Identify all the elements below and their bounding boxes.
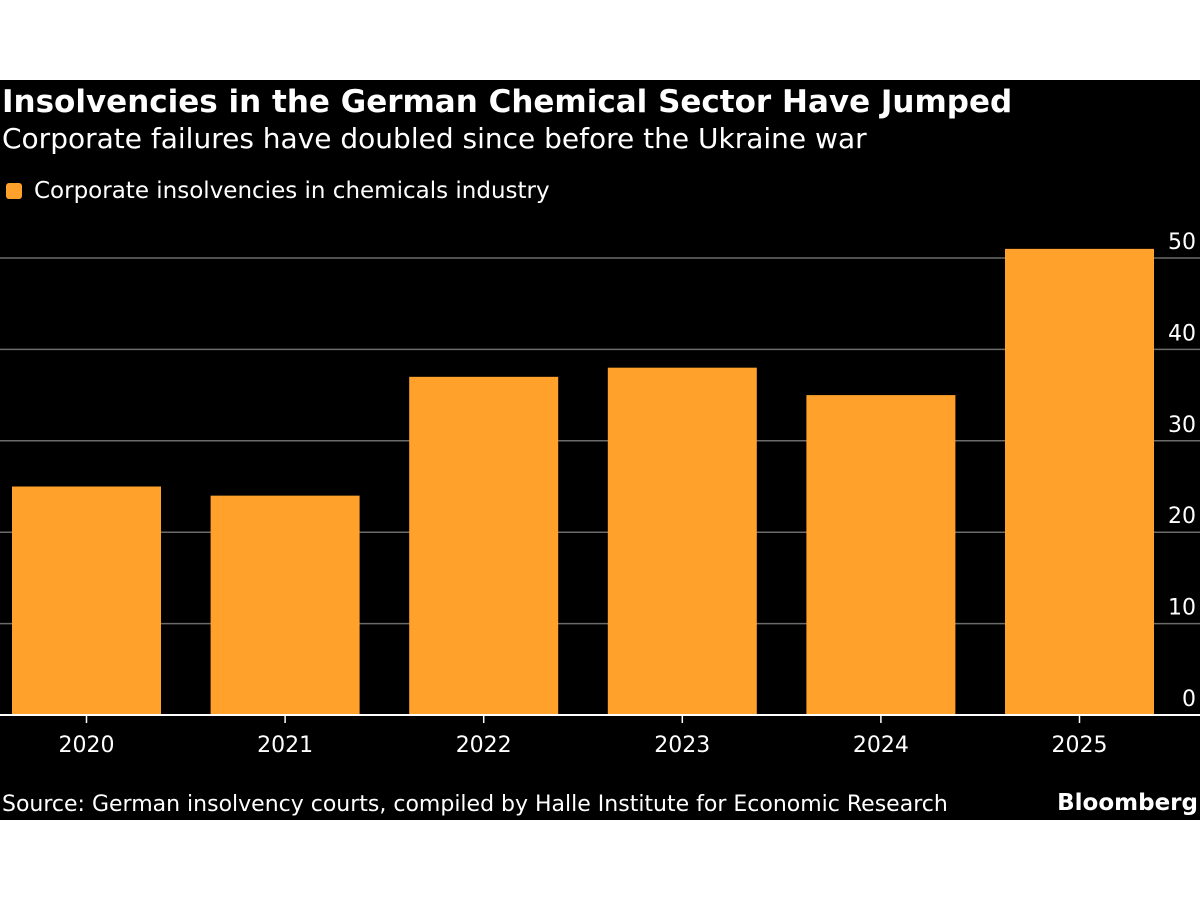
y-tick-label: 10 [1168, 596, 1196, 621]
bar-2025 [1005, 248, 1154, 716]
chart-subtitle: Corporate failures have doubled since be… [2, 122, 867, 155]
chart-title: Insolvencies in the German Chemical Sect… [2, 84, 1013, 120]
x-tick-label: 2020 [59, 733, 115, 758]
y-tick-label: 40 [1168, 321, 1196, 346]
bar-2021 [210, 495, 360, 715]
legend-label: Corporate insolvencies in chemicals indu… [34, 178, 550, 204]
bloomberg-logo: Bloomberg [1057, 790, 1198, 816]
y-tick-label: 50 [1168, 230, 1196, 255]
x-tick-label: 2023 [654, 733, 710, 758]
bar-2022 [409, 376, 559, 715]
x-tick-label: 2024 [853, 733, 909, 758]
legend: Corporate insolvencies in chemicals indu… [6, 178, 550, 204]
chart-background [0, 80, 1200, 820]
source-note: Source: German insolvency courts, compil… [2, 792, 948, 817]
y-tick-label: 20 [1168, 504, 1196, 529]
x-tick-label: 2021 [257, 733, 313, 758]
y-tick-label: 0 [1182, 687, 1196, 712]
bar-2024 [806, 395, 956, 715]
x-tick-label: 2025 [1052, 733, 1108, 758]
x-tick-label: 2022 [456, 733, 512, 758]
bar-2023 [607, 367, 757, 715]
y-tick-label: 30 [1168, 413, 1196, 438]
bar-2020 [12, 486, 161, 715]
legend-swatch [6, 183, 22, 199]
